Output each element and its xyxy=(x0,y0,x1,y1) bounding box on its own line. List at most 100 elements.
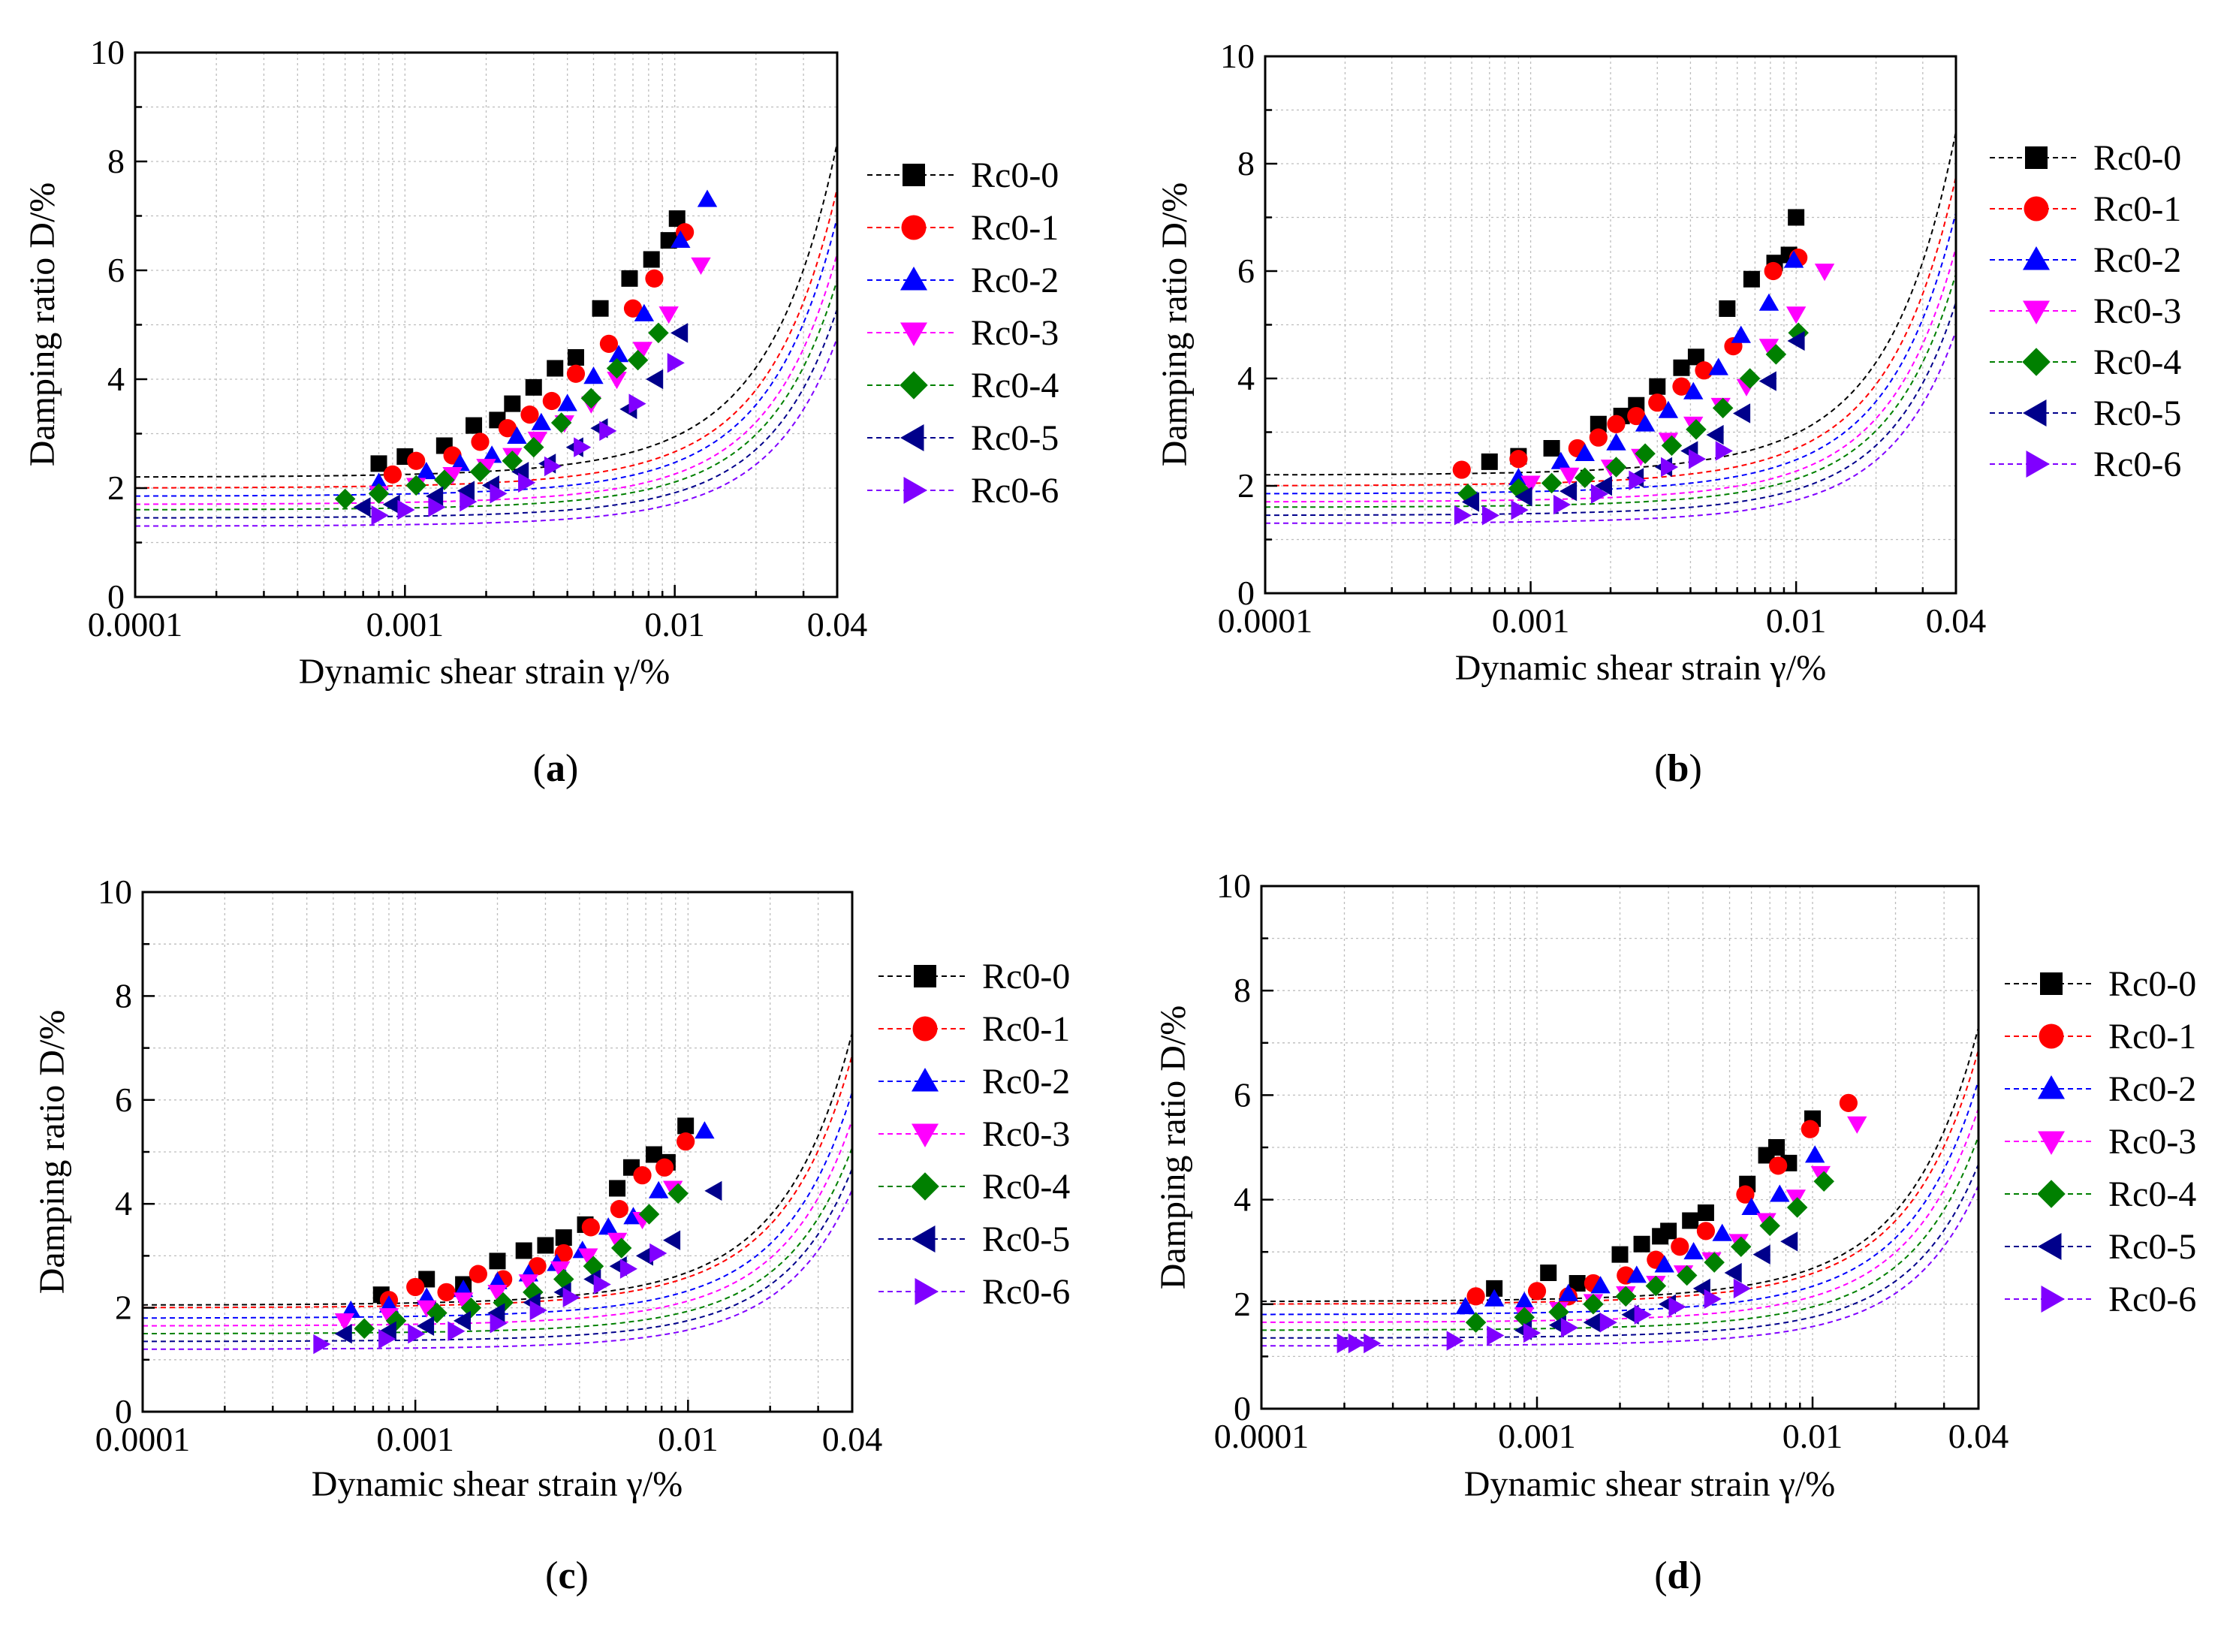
data-point-Rc0-3 xyxy=(527,431,548,449)
legend-marker xyxy=(900,371,928,399)
legend-marker xyxy=(2037,1180,2066,1208)
legend-item-Rc0-1: Rc0-1 xyxy=(2005,1017,2196,1057)
legend-item-Rc0-6: Rc0-6 xyxy=(2005,1280,2196,1319)
series-Rc0-6 xyxy=(371,353,685,526)
legend-label: Rc0-6 xyxy=(982,1272,1070,1312)
data-point-Rc0-4 xyxy=(550,412,572,433)
x-tick-label: 0.001 xyxy=(1498,1417,1576,1455)
data-point-Rc0-2 xyxy=(416,462,436,480)
data-point-Rc0-0 xyxy=(1719,300,1736,318)
legend-marker xyxy=(912,1068,939,1092)
data-point-Rc0-6 xyxy=(1348,1333,1366,1354)
data-point-Rc0-1 xyxy=(1696,1222,1716,1241)
y-tick-label: 8 xyxy=(1234,971,1251,1009)
data-point-Rc0-1 xyxy=(655,1158,674,1177)
data-point-Rc0-4 xyxy=(1541,472,1563,494)
data-point-Rc0-1 xyxy=(1764,261,1783,281)
data-point-Rc0-3 xyxy=(578,1248,598,1266)
data-point-Rc0-4 xyxy=(1813,1171,1834,1192)
data-point-Rc0-3 xyxy=(1560,467,1580,485)
data-point-Rc0-1 xyxy=(1627,406,1646,426)
grid xyxy=(135,53,837,597)
data-point-Rc0-2 xyxy=(1770,1184,1790,1202)
data-point-Rc0-5 xyxy=(353,497,371,517)
data-point-Rc0-6 xyxy=(518,472,536,493)
x-tick-label: 0.0001 xyxy=(1218,601,1313,640)
data-point-Rc0-3 xyxy=(453,1292,474,1310)
legend-label: Rc0-1 xyxy=(2093,189,2181,229)
data-point-Rc0-6 xyxy=(544,456,562,477)
data-point-Rc0-6 xyxy=(628,393,646,414)
fit-curves xyxy=(1261,1026,1978,1347)
y-tick-label: 6 xyxy=(1234,1075,1251,1114)
data-point-Rc0-2 xyxy=(1606,433,1626,451)
legend-label: Rc0-6 xyxy=(2108,1280,2196,1319)
data-point-Rc0-1 xyxy=(554,1244,573,1263)
data-point-Rc0-0 xyxy=(592,300,609,317)
data-point-Rc0-1 xyxy=(1801,1120,1819,1138)
data-point-Rc0-2 xyxy=(1708,357,1728,375)
fit-curve-Rc0-0 xyxy=(1261,1026,1978,1302)
data-point-Rc0-0 xyxy=(1543,439,1560,457)
data-point-Rc0-6 xyxy=(490,484,508,504)
x-tick-label: 0.01 xyxy=(1766,601,1827,640)
data-point-Rc0-1 xyxy=(471,433,490,451)
data-point-Rc0-3 xyxy=(1786,306,1807,324)
legend: Rc0-0 Rc0-1 Rc0-2 Rc0-3 Rc0-4 Rc0-5 Rc0-6 xyxy=(1990,138,2181,484)
panel-label: (c) xyxy=(545,1554,589,1597)
data-point-Rc0-0 xyxy=(1682,1212,1699,1229)
series-Rc0-1 xyxy=(379,1132,695,1310)
data-point-Rc0-4 xyxy=(1645,1275,1667,1297)
data-point-Rc0-5 xyxy=(1583,1312,1601,1333)
data-point-Rc0-1 xyxy=(1452,460,1471,479)
data-point-Rc0-6 xyxy=(1733,1278,1751,1299)
y-tick-label: 2 xyxy=(1234,1285,1251,1323)
x-tick-label: 0.04 xyxy=(1926,601,1987,640)
data-point-Rc0-6 xyxy=(562,1287,580,1307)
data-point-Rc0-2 xyxy=(507,426,527,445)
panel-label: (d) xyxy=(1654,1554,1702,1597)
y-tick-label: 4 xyxy=(115,1184,132,1222)
data-point-Rc0-0 xyxy=(1569,1274,1586,1292)
data-point-Rc0-6 xyxy=(1590,484,1609,504)
data-point-Rc0-5 xyxy=(457,481,475,501)
y-tick-label: 4 xyxy=(107,360,125,398)
data-point-Rc0-2 xyxy=(608,345,629,363)
data-point-Rc0-4 xyxy=(627,349,649,371)
fit-curve-Rc0-4 xyxy=(1265,273,1956,508)
data-point-Rc0-0 xyxy=(677,1117,695,1135)
data-point-Rc0-5 xyxy=(1758,371,1776,391)
legend-label: Rc0-5 xyxy=(971,418,1059,458)
data-point-Rc0-0 xyxy=(1540,1265,1557,1282)
data-point-Rc0-6 xyxy=(460,491,478,512)
data-point-Rc0-6 xyxy=(448,1321,466,1341)
data-point-Rc0-4 xyxy=(368,483,390,504)
fit-curve-Rc0-4 xyxy=(1261,1135,1978,1331)
data-point-Rc0-1 xyxy=(1607,415,1626,433)
chart-panel-1: 0 2 4 6 8 10 0.0001 0.001 0.01 0.04 Dynamic shear … xyxy=(23,33,1059,790)
data-point-Rc0-2 xyxy=(1741,1197,1761,1215)
data-point-Rc0-6 xyxy=(1481,505,1499,526)
data-point-Rc0-4 xyxy=(638,1204,660,1225)
data-point-Rc0-4 xyxy=(460,1297,482,1319)
series-Rc0-1 xyxy=(1452,249,1808,479)
legend-item-Rc0-6: Rc0-6 xyxy=(867,471,1059,511)
fit-curve-Rc0-3 xyxy=(1265,247,1956,503)
legend-label: Rc0-0 xyxy=(982,957,1070,996)
data-point-Rc0-0 xyxy=(489,1253,506,1270)
data-point-Rc0-5 xyxy=(1594,475,1613,496)
data-point-Rc0-0 xyxy=(643,251,660,268)
legend-marker xyxy=(915,1278,939,1305)
data-point-Rc0-5 xyxy=(704,1180,722,1201)
data-point-Rc0-6 xyxy=(574,437,592,457)
data-point-Rc0-3 xyxy=(442,466,463,485)
data-point-Rc0-6 xyxy=(371,505,389,526)
y-axis-label: Damping ratio D/% xyxy=(1153,1005,1193,1290)
data-point-Rc0-5 xyxy=(1732,403,1751,424)
data-point-Rc0-6 xyxy=(1487,1325,1505,1346)
data-point-Rc0-0 xyxy=(609,1180,626,1197)
data-point-Rc0-2 xyxy=(1683,381,1704,399)
chart-panel-3: 0 2 4 6 8 10 0.0001 0.001 0.01 0.04 Dynamic shear … xyxy=(32,873,1070,1597)
data-point-Rc0-2 xyxy=(1550,451,1572,469)
panel-label: (a) xyxy=(533,747,579,790)
